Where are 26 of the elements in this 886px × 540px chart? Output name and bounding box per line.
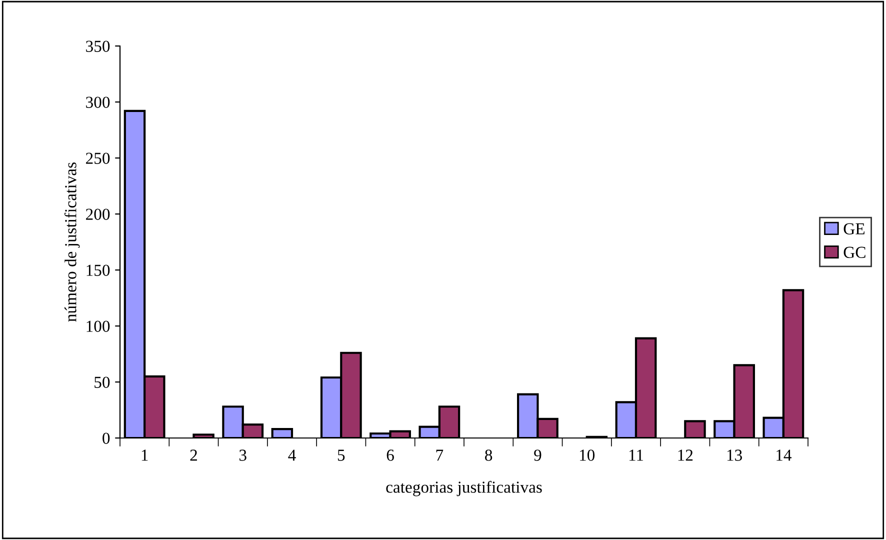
x-tick-label: 11 xyxy=(629,450,644,461)
x-tick-label: 10 xyxy=(580,450,595,461)
x-tick-label: 2 xyxy=(190,450,197,461)
legend-label: GC xyxy=(844,246,866,258)
x-tick-label: 9 xyxy=(534,450,542,461)
x-tick-label: 3 xyxy=(239,450,246,461)
y-tick-label: 0 xyxy=(102,432,110,444)
x-tick-label: 6 xyxy=(386,450,394,461)
legend-label: GE xyxy=(844,223,864,234)
x-tick-label: 12 xyxy=(678,450,693,461)
x-tick-label: 4 xyxy=(288,450,296,461)
y-tick-label: 150 xyxy=(86,264,110,276)
x-axis-title: categorias justificativas xyxy=(386,480,542,496)
x-tick-label: 5 xyxy=(338,450,345,461)
y-tick-label: 350 xyxy=(86,40,110,52)
x-tick-label: 8 xyxy=(485,450,492,461)
y-tick-label: 200 xyxy=(86,208,110,220)
y-tick-label: 250 xyxy=(86,152,110,164)
y-tick-label: 50 xyxy=(94,376,110,388)
y-tick-label: 100 xyxy=(86,320,110,332)
y-axis-title: número de justificativas xyxy=(64,162,80,322)
x-tick-label: 1 xyxy=(142,450,148,461)
x-tick-label: 14 xyxy=(776,450,792,461)
x-tick-label: 7 xyxy=(436,450,444,461)
x-tick-label: 13 xyxy=(727,450,742,461)
y-tick-label: 300 xyxy=(86,96,110,108)
